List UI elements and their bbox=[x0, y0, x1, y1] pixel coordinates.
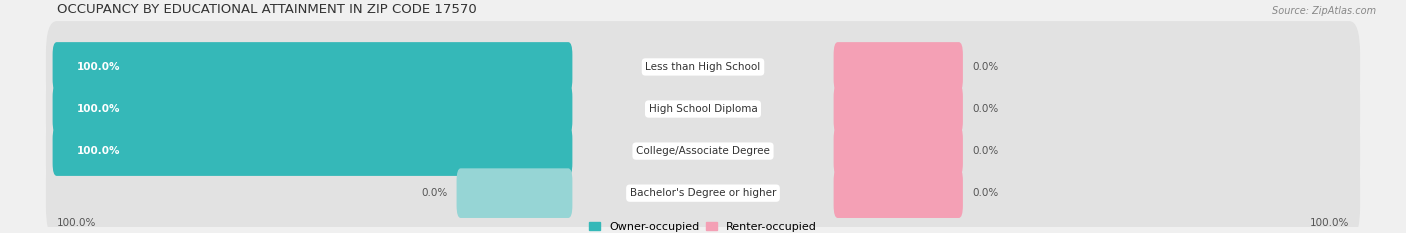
FancyBboxPatch shape bbox=[46, 105, 1360, 197]
Text: Source: ZipAtlas.com: Source: ZipAtlas.com bbox=[1272, 7, 1376, 17]
Text: 100.0%: 100.0% bbox=[77, 62, 121, 72]
Text: College/Associate Degree: College/Associate Degree bbox=[636, 146, 770, 156]
Text: High School Diploma: High School Diploma bbox=[648, 104, 758, 114]
FancyBboxPatch shape bbox=[52, 84, 572, 134]
Text: 100.0%: 100.0% bbox=[77, 104, 121, 114]
FancyBboxPatch shape bbox=[46, 147, 1360, 233]
Text: 100.0%: 100.0% bbox=[1310, 219, 1350, 228]
FancyBboxPatch shape bbox=[834, 126, 963, 176]
Text: 0.0%: 0.0% bbox=[973, 104, 998, 114]
FancyBboxPatch shape bbox=[457, 168, 572, 218]
FancyBboxPatch shape bbox=[52, 42, 572, 92]
Text: 100.0%: 100.0% bbox=[56, 219, 96, 228]
FancyBboxPatch shape bbox=[834, 168, 963, 218]
FancyBboxPatch shape bbox=[834, 84, 963, 134]
Text: Bachelor's Degree or higher: Bachelor's Degree or higher bbox=[630, 188, 776, 198]
Text: 0.0%: 0.0% bbox=[420, 188, 447, 198]
FancyBboxPatch shape bbox=[834, 42, 963, 92]
FancyBboxPatch shape bbox=[52, 126, 572, 176]
Legend: Owner-occupied, Renter-occupied: Owner-occupied, Renter-occupied bbox=[589, 222, 817, 232]
FancyBboxPatch shape bbox=[46, 63, 1360, 155]
FancyBboxPatch shape bbox=[46, 21, 1360, 113]
Text: 100.0%: 100.0% bbox=[77, 146, 121, 156]
Text: 0.0%: 0.0% bbox=[973, 188, 998, 198]
Text: Less than High School: Less than High School bbox=[645, 62, 761, 72]
Text: OCCUPANCY BY EDUCATIONAL ATTAINMENT IN ZIP CODE 17570: OCCUPANCY BY EDUCATIONAL ATTAINMENT IN Z… bbox=[56, 3, 477, 17]
Text: 0.0%: 0.0% bbox=[973, 62, 998, 72]
Text: 0.0%: 0.0% bbox=[973, 146, 998, 156]
